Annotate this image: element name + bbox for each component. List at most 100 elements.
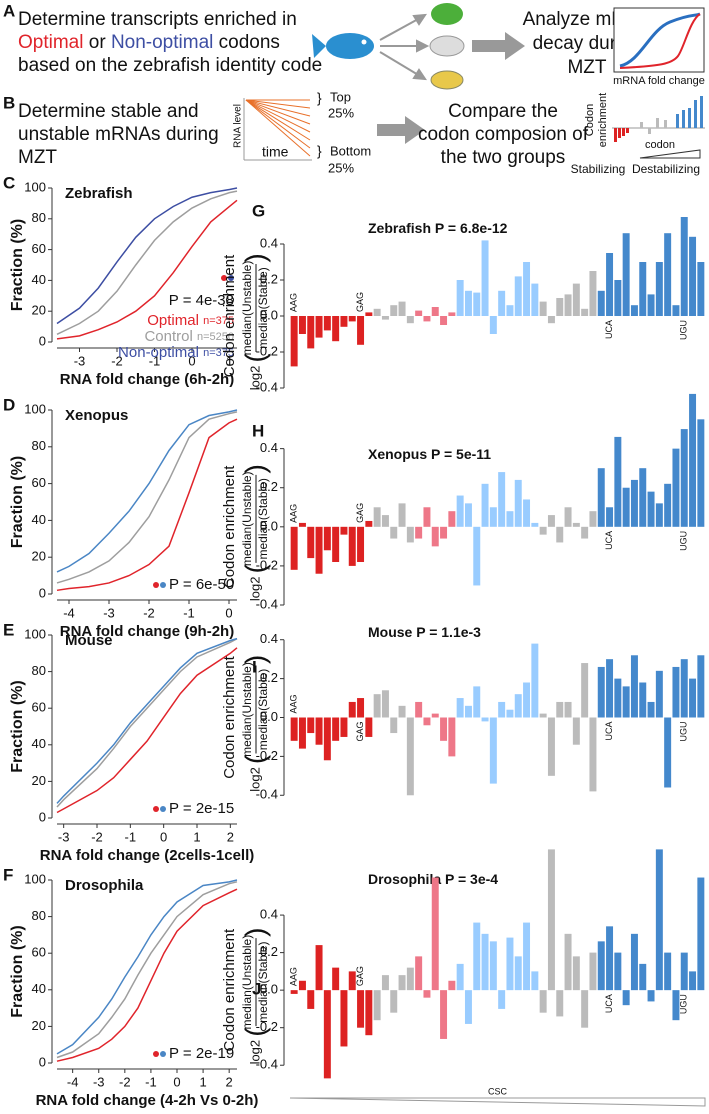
inset-ylabel: RNA level [233, 104, 244, 148]
y-tick-label: 80 [32, 663, 46, 678]
x-tick-label: 1 [193, 829, 200, 844]
bar [315, 316, 323, 338]
y-tick-label: 0.2 [260, 944, 278, 959]
bar [606, 253, 614, 316]
bar [564, 294, 572, 316]
y-axis-label: Codon enrichment [221, 928, 238, 1051]
cdf-line [56, 638, 238, 808]
legend-dot [153, 806, 159, 812]
y-tick-label: 20 [32, 303, 46, 318]
bar [357, 698, 365, 718]
mouse-icon [429, 35, 465, 57]
cdf-line [56, 418, 238, 592]
panel-letter: H [252, 421, 264, 440]
formula-numerator: median(Unstable) [240, 261, 254, 356]
y-tick-label: -0.4 [256, 1057, 278, 1072]
text: or [89, 32, 107, 53]
cdf-line [56, 879, 238, 1055]
category-label: UCA [604, 994, 614, 1013]
bar [290, 717, 298, 741]
text: the two groups [441, 147, 566, 168]
text: MZT [18, 147, 57, 168]
y-tick-label: 100 [24, 871, 46, 886]
bar [373, 694, 381, 718]
text: Bottom [330, 143, 371, 158]
bar [581, 526, 589, 539]
y-axis-label: Codon enrichment [221, 465, 238, 588]
text: 25% [328, 160, 354, 175]
y-tick-label: 60 [32, 945, 46, 960]
bar [697, 262, 705, 316]
y-axis-label: Fraction (%) [9, 456, 26, 548]
bar [381, 690, 389, 718]
formula-paren: ( [239, 1027, 270, 1037]
legend-name: Control [144, 328, 192, 345]
bar [415, 701, 423, 718]
category-label: UGU [679, 994, 689, 1014]
bar [531, 971, 539, 991]
cdf-line [56, 411, 238, 584]
y-axis-label: Fraction (%) [9, 925, 26, 1017]
bar [456, 495, 464, 527]
bar [672, 448, 680, 527]
bar [498, 701, 506, 718]
bar [365, 717, 373, 737]
bracket: } [317, 90, 322, 106]
legend-entry: Non-optimal n=375 [118, 344, 234, 361]
bar [622, 990, 630, 1006]
x-tick-label: -1 [183, 605, 195, 620]
bar [464, 990, 472, 1024]
category-label: AAG [289, 293, 299, 312]
bar [680, 217, 688, 316]
bar [672, 305, 680, 316]
bar [581, 663, 589, 718]
bar [456, 698, 464, 718]
bar [290, 990, 298, 994]
y-tick-label: 0.0 [260, 709, 278, 724]
bar [406, 526, 414, 543]
bar [415, 310, 423, 316]
bar [630, 305, 638, 316]
bar [506, 937, 514, 991]
y-tick-label: 0 [39, 585, 46, 600]
bar [440, 990, 448, 1039]
bar [523, 262, 531, 316]
bar [456, 280, 464, 316]
legend-n: n=375 [203, 347, 234, 359]
x-tick-label: -2 [119, 1074, 131, 1089]
bar [523, 499, 531, 527]
x-tick-label: -2 [91, 829, 103, 844]
y-tick-label: 40 [32, 512, 46, 527]
formula-paren: ) [239, 464, 270, 473]
bar [448, 511, 456, 527]
bar [348, 971, 356, 991]
y-tick-label: 80 [32, 908, 46, 923]
bar [473, 922, 481, 991]
bar [365, 312, 373, 316]
bar [323, 316, 331, 331]
chart-title: Mouse P = 1.1e-3 [368, 624, 481, 640]
bar [547, 316, 555, 324]
bar [655, 849, 663, 991]
legend-dot [160, 1051, 166, 1057]
y-tick-label: -0.2 [256, 748, 278, 763]
text: Optimal [18, 32, 83, 53]
bar [606, 926, 614, 991]
bar [655, 262, 663, 316]
bar [332, 717, 340, 741]
chart-title-name: Drosophila [368, 871, 441, 887]
bar [614, 952, 622, 991]
panel-letter: I [252, 657, 257, 676]
bar [390, 526, 398, 539]
panel-letter: G [252, 201, 265, 220]
y-tick-label: 0.4 [260, 631, 278, 646]
bar [581, 990, 589, 1028]
bar [348, 316, 356, 322]
chart-title: Zebrafish [65, 185, 133, 202]
y-tick-label: 0.4 [260, 907, 278, 922]
panel-letter: C [3, 173, 15, 192]
bar [572, 717, 580, 745]
formula-prefix: log2 [247, 767, 262, 792]
bar [523, 922, 531, 991]
bar [423, 316, 431, 322]
